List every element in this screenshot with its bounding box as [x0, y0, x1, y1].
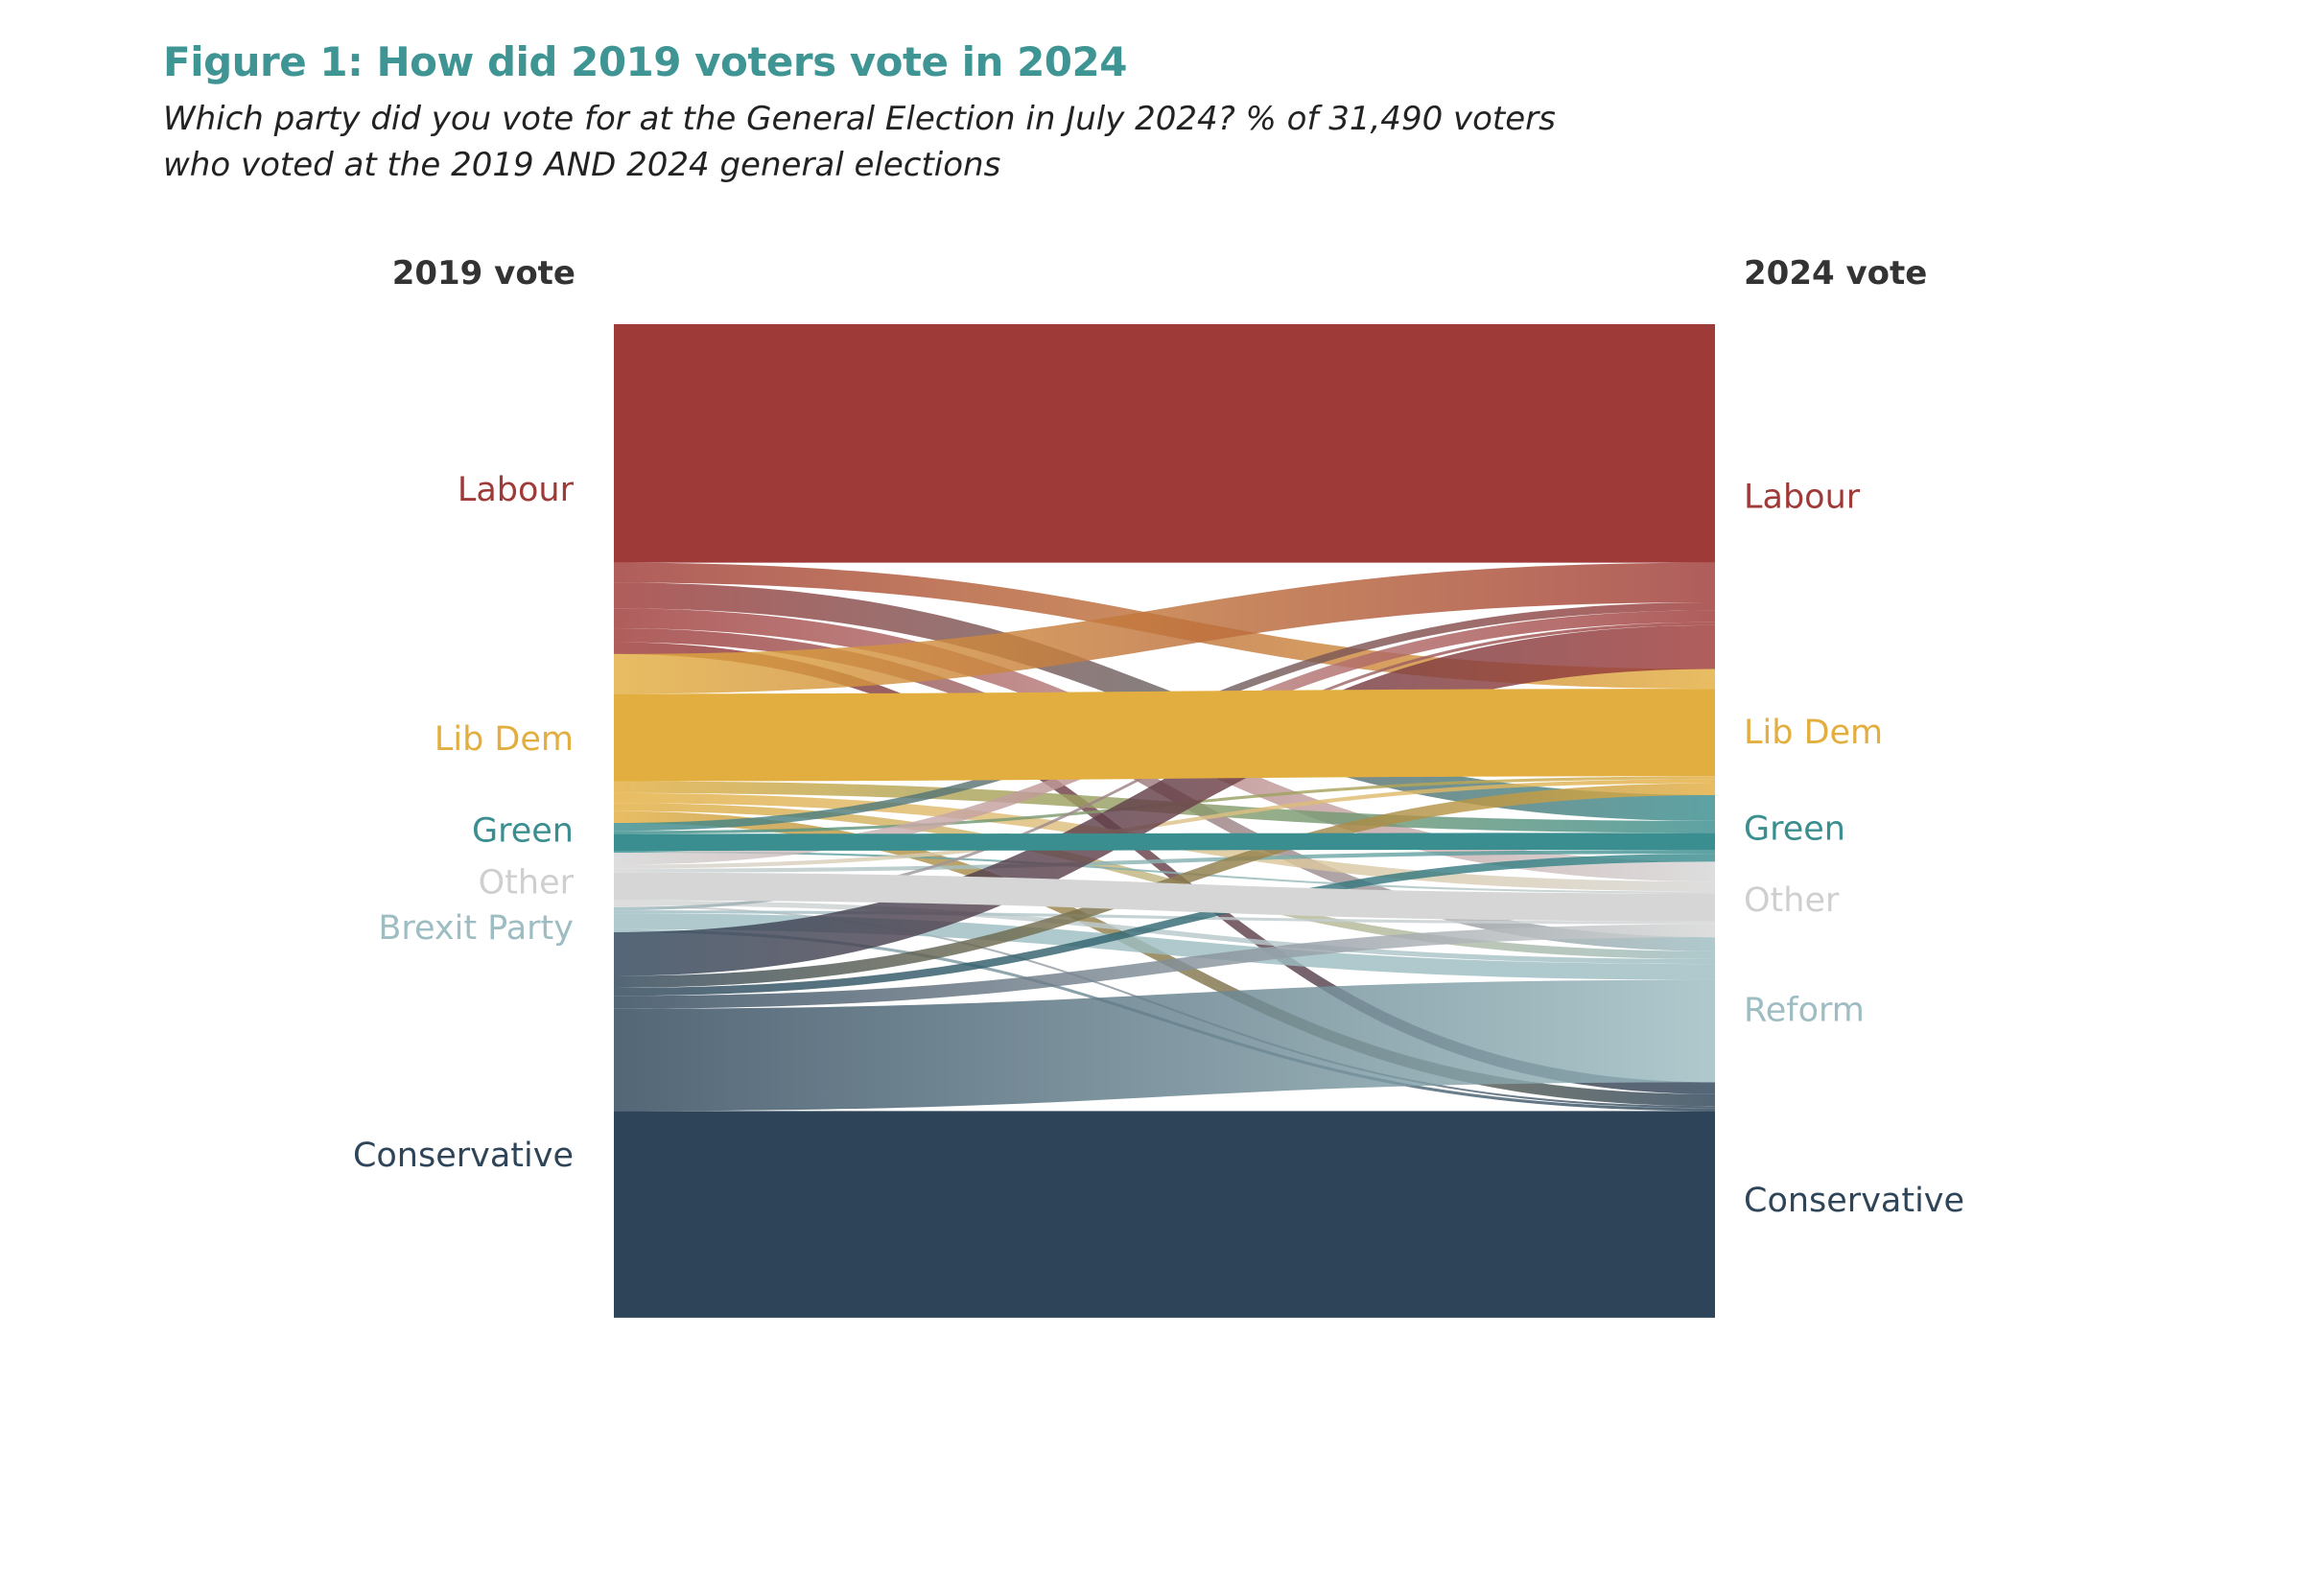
flow-links: [614, 324, 1715, 1318]
flow-green-to-green: [614, 833, 1715, 851]
flow-other-to-reform: [614, 900, 1715, 965]
right-label-other: Other: [1744, 881, 1840, 920]
flow-other-to-green: [614, 849, 1715, 873]
flow-conservative-to-green: [614, 854, 1715, 997]
left-label-lib-dem: Lib Dem: [435, 720, 574, 759]
left-label-green: Green: [472, 812, 574, 851]
flow-conservative-to-conservative: [614, 1111, 1715, 1318]
flow-conservative-to-labour: [614, 624, 1715, 976]
right-node-labels: Labour Lib Dem Green Other Reform Conservativ…: [1744, 479, 1964, 1220]
left-label-other: Other: [479, 864, 575, 903]
right-label-reform: Reform: [1744, 992, 1865, 1030]
left-axis-header: 2019 vote: [392, 254, 576, 293]
left-node-labels: Labour Lib Dem Green Other Brexit Party Conse…: [353, 471, 575, 1175]
flow-labour-to-conservative: [614, 642, 1715, 1094]
flow-conservative-to-reform: [614, 979, 1715, 1112]
chart-subtitle: Which party did you vote for at the Gene…: [163, 100, 1556, 184]
right-label-lib-dem: Lib Dem: [1744, 714, 1883, 752]
right-label-green: Green: [1744, 810, 1845, 849]
right-label-conservative: Conservative: [1744, 1182, 1964, 1220]
left-label-brexit-party: Brexit Party: [378, 909, 574, 948]
flow-lib-dem-to-labour: [614, 562, 1715, 694]
left-label-labour: Labour: [458, 471, 575, 509]
flow-lib-dem-to-conservative: [614, 810, 1715, 1107]
flow-labour-to-labour: [614, 324, 1715, 563]
right-label-labour: Labour: [1744, 479, 1861, 517]
flow-conservative-to-other: [614, 924, 1715, 1009]
chart-title: Figure 1: How did 2019 voters vote in 20…: [163, 38, 1127, 85]
flow-other-to-other: [614, 872, 1715, 922]
flow-green-to-other: [614, 851, 1715, 894]
flow-other-to-lib-dem: [614, 779, 1715, 869]
right-axis-header: 2024 vote: [1744, 254, 1927, 293]
flow-lib-dem-to-lib-dem: [614, 689, 1715, 782]
left-label-conservative: Conservative: [353, 1137, 574, 1175]
